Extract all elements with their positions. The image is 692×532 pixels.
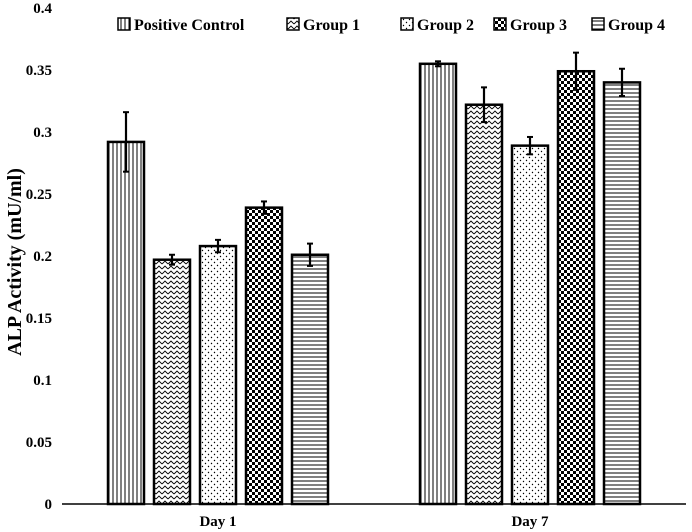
x-category-label: Day 1 xyxy=(199,514,236,530)
bar-group-3-day-1 xyxy=(244,206,284,506)
bar-group-1-day-7 xyxy=(464,103,504,506)
x-category-label: Day 7 xyxy=(511,514,549,530)
bar-group-4-day-1 xyxy=(290,253,330,506)
y-tick-label: 0.15 xyxy=(26,311,52,327)
bars xyxy=(106,62,642,506)
legend-item: Positive Control xyxy=(117,17,245,34)
legend-item: Group 3 xyxy=(493,17,567,34)
legend-swatch xyxy=(591,17,605,31)
legend: Positive Control Group 1 Group 2 Group 3 Gro… xyxy=(117,17,665,34)
legend-label: Group 2 xyxy=(417,17,474,34)
error-bar xyxy=(169,253,175,266)
x-axis-labels: Day 1 Day 7 xyxy=(199,514,549,530)
bar-group-4-day-7 xyxy=(602,81,642,506)
legend-swatch xyxy=(400,17,414,31)
y-tick-label: 0.1 xyxy=(33,373,52,389)
error-bar xyxy=(619,67,625,98)
y-tick-label: 0.05 xyxy=(26,435,52,451)
legend-label: Positive Control xyxy=(134,17,245,34)
legend-label: Group 3 xyxy=(510,17,567,34)
error-bar xyxy=(573,51,579,91)
error-bar xyxy=(307,242,313,267)
y-tick-label: 0.4 xyxy=(33,1,52,17)
error-bar xyxy=(261,200,267,215)
error-bar xyxy=(215,238,221,254)
error-bar xyxy=(527,135,533,156)
error-bar xyxy=(481,86,487,124)
bar-positive-control-day-7 xyxy=(418,62,458,506)
y-tick-label: 0 xyxy=(45,497,53,513)
error-bars xyxy=(123,51,625,267)
y-tick-label: 0.2 xyxy=(33,249,52,265)
legend-swatch xyxy=(286,17,300,31)
legend-swatch xyxy=(493,17,507,31)
bar-group-2-day-1 xyxy=(198,244,238,506)
y-axis-ticks: 0 0.05 0.1 0.15 0.2 0.25 0.3 0.35 0.4 xyxy=(26,1,53,513)
y-tick-label: 0.3 xyxy=(33,125,52,141)
y-tick-label: 0.35 xyxy=(26,63,52,79)
bar-group-2-day-7 xyxy=(510,144,550,506)
y-axis-title: ALP Activity (mU/ml) xyxy=(4,168,26,356)
y-tick-label: 0.25 xyxy=(26,187,52,203)
bar-group-1-day-1 xyxy=(152,258,192,506)
bar-positive-control-day-1 xyxy=(106,140,146,506)
bar-group-3-day-7 xyxy=(556,69,596,506)
legend-label: Group 4 xyxy=(608,17,665,34)
error-bar xyxy=(435,60,441,68)
error-bar xyxy=(123,111,129,173)
legend-item: Group 4 xyxy=(591,17,665,34)
legend-swatch xyxy=(117,17,131,31)
legend-item: Group 1 xyxy=(286,17,360,34)
legend-item: Group 2 xyxy=(400,17,474,34)
legend-label: Group 1 xyxy=(303,17,360,34)
